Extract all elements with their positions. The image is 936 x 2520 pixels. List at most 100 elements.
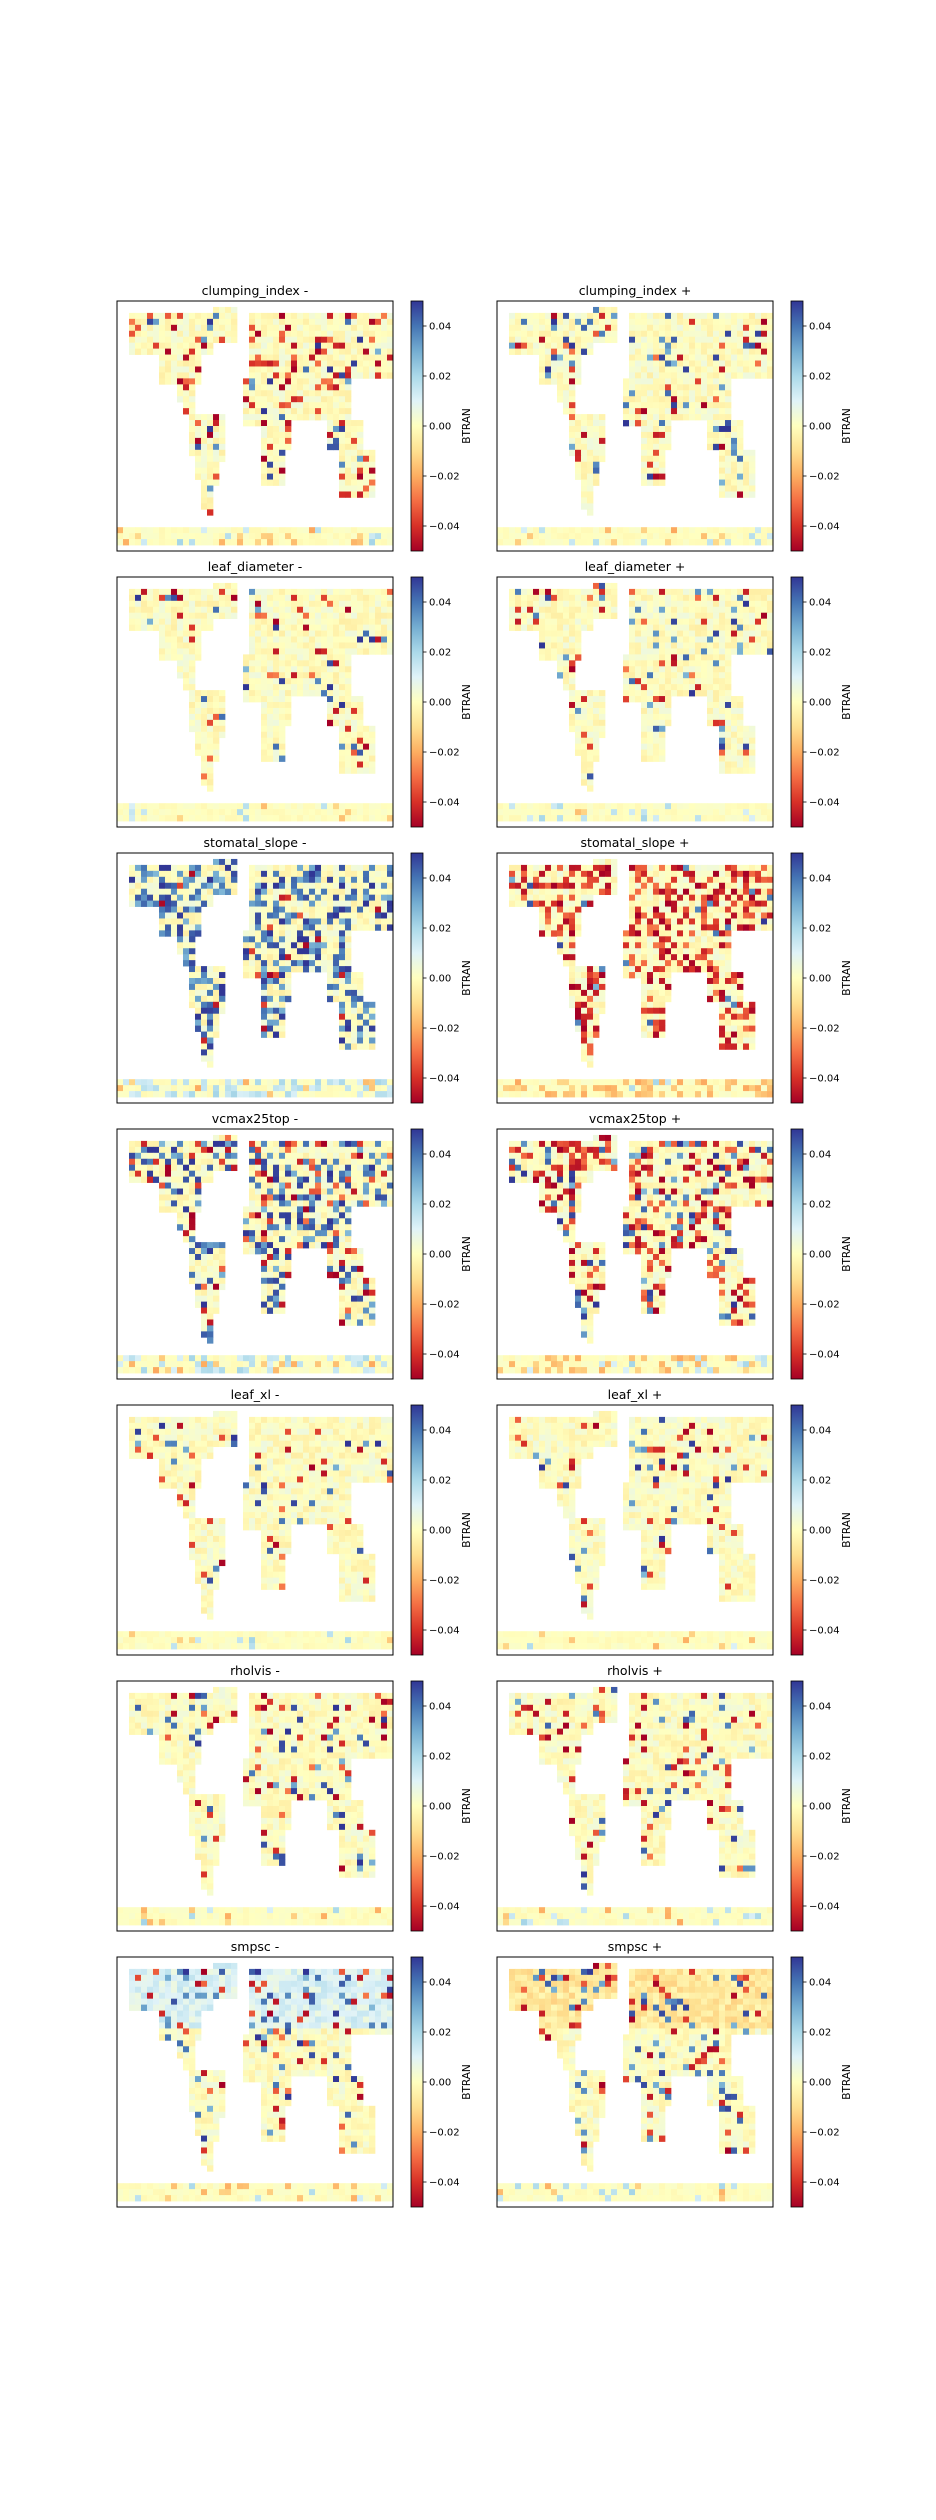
map-cell bbox=[701, 678, 708, 685]
map-cell bbox=[345, 978, 352, 985]
map-cell bbox=[653, 900, 660, 907]
map-cell bbox=[273, 479, 280, 486]
map-cell bbox=[539, 924, 546, 931]
map-cell bbox=[689, 666, 696, 673]
map-cell bbox=[297, 360, 304, 367]
map-cells bbox=[497, 858, 774, 1098]
map-cell bbox=[539, 882, 546, 890]
map-cell bbox=[303, 384, 310, 391]
map-cell bbox=[351, 461, 358, 469]
map-cell bbox=[713, 630, 720, 637]
map-cell bbox=[351, 455, 358, 463]
map-cell bbox=[219, 809, 226, 816]
map-cell bbox=[719, 888, 726, 896]
map-cell bbox=[285, 654, 292, 661]
map-cell bbox=[375, 330, 382, 338]
map-cell bbox=[225, 612, 232, 620]
map-cell bbox=[357, 1031, 364, 1038]
map-cell bbox=[297, 318, 304, 326]
map-cell bbox=[761, 918, 768, 925]
map-cell bbox=[363, 1007, 370, 1015]
map-cell bbox=[315, 936, 322, 943]
map-cell bbox=[303, 330, 310, 338]
map-cell bbox=[539, 324, 546, 332]
map-cell bbox=[351, 713, 358, 721]
map-cell bbox=[345, 390, 352, 397]
map-cell bbox=[629, 882, 636, 890]
map-cell bbox=[581, 414, 588, 421]
map-cell bbox=[629, 864, 636, 872]
map-cell bbox=[291, 966, 298, 973]
map-cell bbox=[707, 690, 714, 697]
map-cell bbox=[153, 1085, 160, 1092]
map-cell bbox=[719, 485, 726, 492]
map-cell bbox=[261, 989, 268, 997]
map-cell bbox=[647, 467, 654, 474]
map-cell bbox=[665, 384, 672, 391]
map-cell bbox=[357, 767, 364, 774]
map-cell bbox=[249, 366, 256, 373]
map-cell bbox=[267, 743, 274, 750]
map-cell bbox=[345, 948, 352, 955]
map-cell bbox=[737, 713, 744, 721]
map-cell bbox=[369, 533, 376, 540]
map-cell bbox=[333, 330, 340, 338]
map-cell bbox=[135, 330, 142, 338]
map-cell bbox=[381, 803, 388, 810]
map-cell bbox=[249, 624, 256, 631]
map-cell bbox=[255, 1085, 262, 1092]
map-cell bbox=[201, 696, 208, 703]
map-cell bbox=[671, 402, 678, 409]
map-cell bbox=[285, 696, 292, 703]
map-cell bbox=[767, 918, 774, 925]
map-cell bbox=[647, 539, 654, 546]
map-cell bbox=[285, 972, 292, 979]
map-cell bbox=[725, 630, 732, 637]
map-cell bbox=[285, 390, 292, 397]
map-cell bbox=[225, 882, 232, 890]
map-cell bbox=[527, 594, 534, 602]
map-cell bbox=[315, 372, 322, 379]
colorbar-label: BTRAN bbox=[841, 408, 853, 444]
map-cell bbox=[351, 539, 358, 546]
map-cell bbox=[165, 906, 172, 913]
map-cell bbox=[713, 408, 720, 415]
map-cell bbox=[369, 1031, 376, 1038]
map-cell bbox=[183, 342, 190, 349]
map-cell bbox=[309, 672, 316, 679]
map-cell bbox=[195, 618, 202, 625]
map-cell bbox=[255, 624, 262, 631]
map-cell bbox=[285, 342, 292, 349]
map-cell bbox=[363, 1037, 370, 1044]
map-cell bbox=[689, 690, 696, 697]
map-cell bbox=[177, 924, 184, 931]
map-cell bbox=[285, 360, 292, 367]
map-cell bbox=[665, 672, 672, 679]
map-cell bbox=[273, 960, 280, 967]
map-cell bbox=[587, 900, 594, 907]
map-cell bbox=[357, 630, 364, 637]
map-cell bbox=[363, 449, 370, 457]
map-cell bbox=[569, 876, 576, 884]
map-cell bbox=[381, 864, 388, 872]
map-cell bbox=[153, 318, 160, 326]
map-cell bbox=[273, 1007, 280, 1015]
map-cell bbox=[351, 426, 358, 433]
map-cell bbox=[665, 660, 672, 667]
map-cell bbox=[219, 527, 226, 534]
map-cell bbox=[117, 527, 124, 534]
map-cell bbox=[183, 924, 190, 931]
map-cell bbox=[189, 1001, 196, 1009]
map-cell bbox=[249, 894, 256, 901]
map-cell bbox=[333, 600, 340, 608]
map-cell bbox=[273, 420, 280, 427]
map-cell bbox=[653, 731, 660, 739]
map-cell bbox=[551, 930, 558, 937]
map-cell bbox=[761, 324, 768, 332]
map-cell bbox=[665, 606, 672, 614]
map-cell bbox=[165, 1079, 172, 1086]
map-cell bbox=[363, 467, 370, 474]
map-cell bbox=[683, 618, 690, 625]
map-cell bbox=[135, 618, 142, 625]
map-cell bbox=[659, 342, 666, 349]
